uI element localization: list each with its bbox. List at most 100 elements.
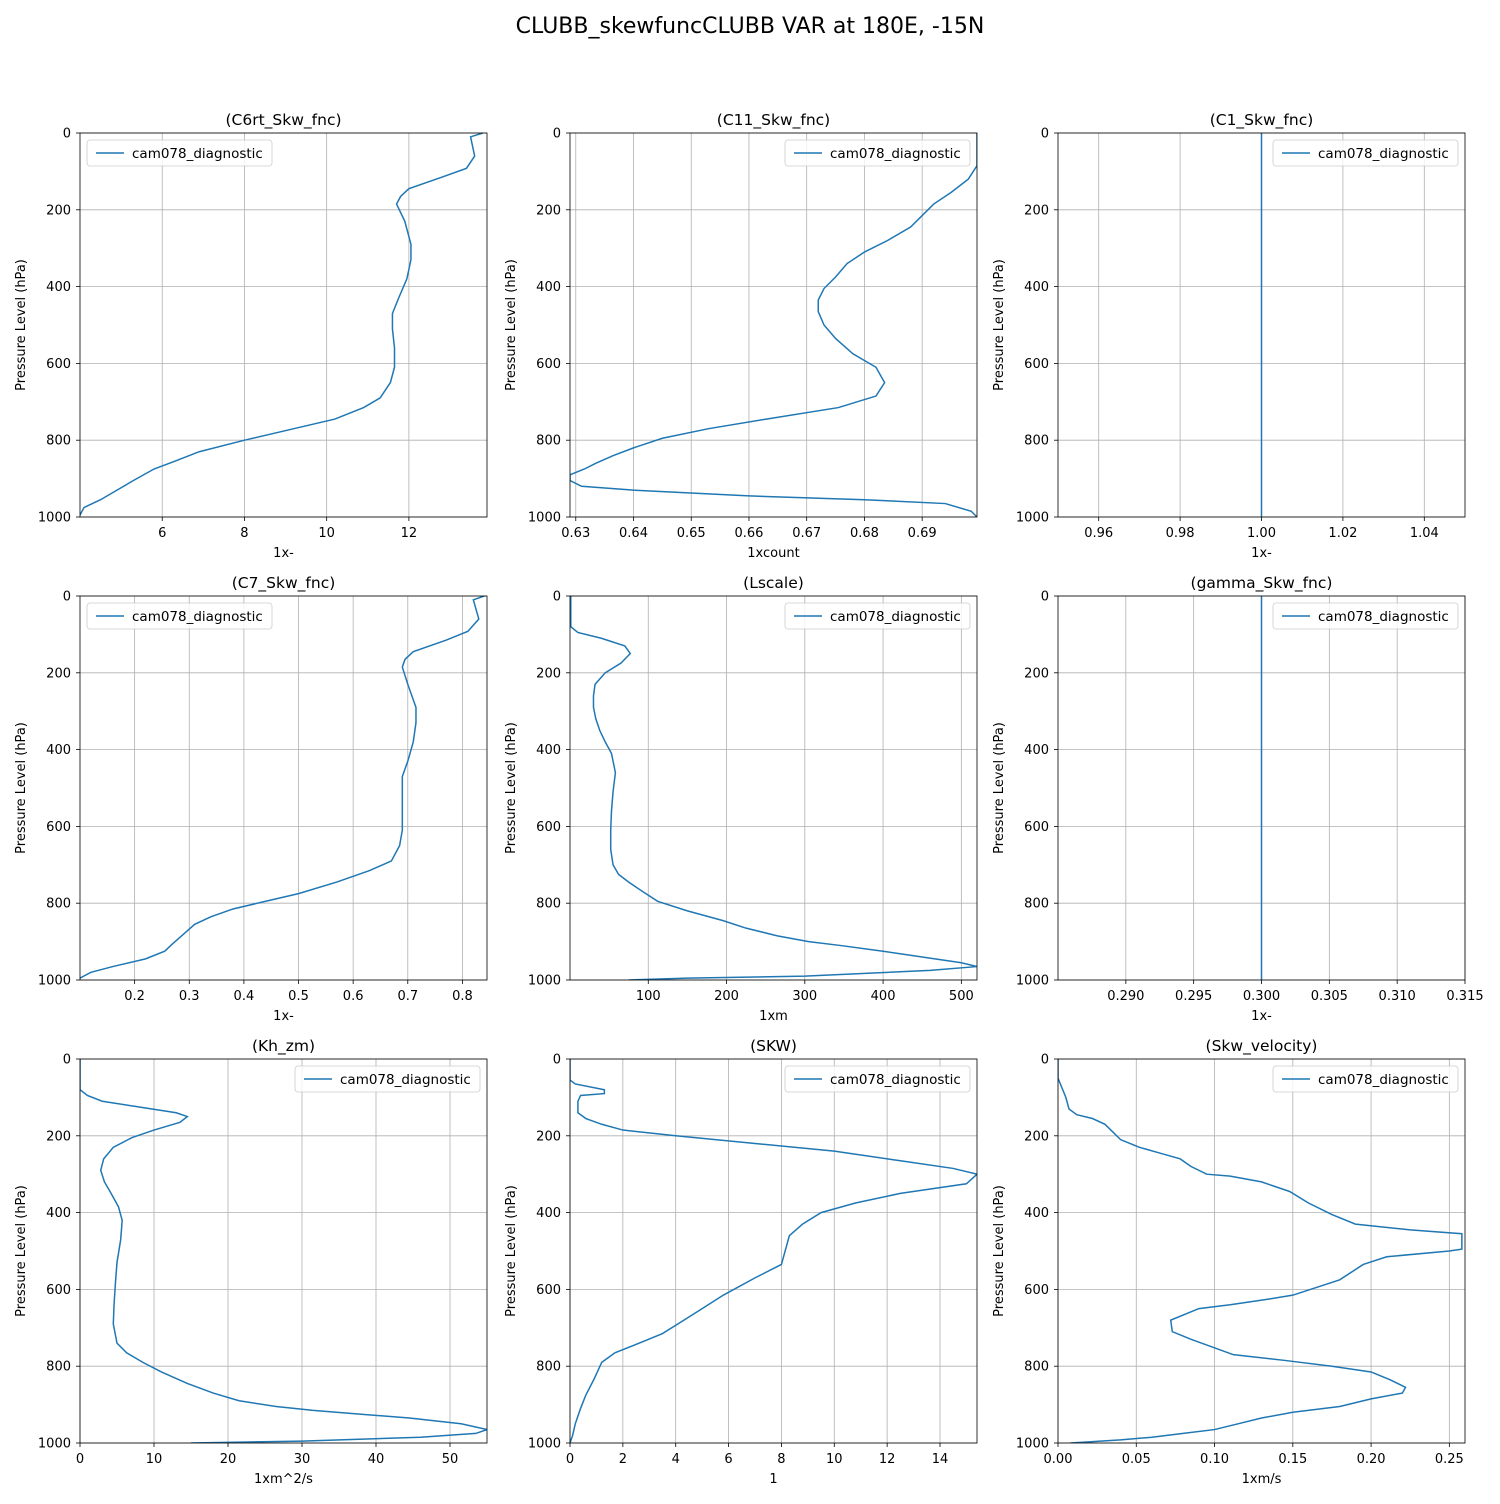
x-axis-label: 1x- <box>273 546 294 561</box>
grid <box>80 132 487 518</box>
subplot-6: 0.290 0.295 0.300 0.305 0.310 0.315 0 200 400 600… <box>992 574 1484 1024</box>
subplot-5: 100 200 300 400 500 0 200 400 600 800 1000 (Lscale)… <box>504 574 978 1024</box>
y-tick-label: 400 <box>1024 280 1049 295</box>
y-tick-label: 200 <box>46 203 71 218</box>
y-tick-label: 200 <box>46 666 71 681</box>
y-tick-label: 400 <box>46 743 71 758</box>
legend-label: cam078_diagnostic <box>830 1072 961 1088</box>
x-axis-label: 1xm <box>759 1009 788 1024</box>
y-tick-label: 600 <box>536 1283 561 1298</box>
grid <box>1057 1058 1465 1444</box>
subplot-1: 6 8 10 12 0 200 400 600 800 1000 (C6rt_Skw_fnc) 1x-… <box>14 111 488 561</box>
y-axis-label: Pressure Level (hPa) <box>504 1185 519 1317</box>
y-tick-label: 1000 <box>1016 511 1049 526</box>
series-line <box>570 596 977 980</box>
y-tick-label: 600 <box>536 357 561 372</box>
subplot-title: (C1_Skw_fnc) <box>1210 111 1314 130</box>
y-tick-label: 400 <box>46 280 71 295</box>
y-tick-label: 800 <box>536 1360 561 1375</box>
figure-title: CLUBB_skewfuncCLUBB VAR at 180E, -15N <box>515 14 985 39</box>
y-axis-label: Pressure Level (hPa) <box>14 1185 29 1317</box>
x-tick-label: 0.8 <box>452 989 473 1004</box>
y-tick-label: 0 <box>1041 590 1049 605</box>
x-tick-label: 0.15 <box>1278 1452 1307 1467</box>
x-tick-label: 0.4 <box>234 989 255 1004</box>
grid <box>80 595 487 981</box>
x-tick-label: 200 <box>714 989 739 1004</box>
legend-label: cam078_diagnostic <box>132 609 263 625</box>
legend-box <box>86 602 273 630</box>
x-tick-label: 1.04 <box>1410 526 1439 541</box>
x-axis-label: 1x- <box>273 1009 294 1024</box>
y-tick-label: 1000 <box>38 974 71 989</box>
legend-label: cam078_diagnostic <box>1318 609 1449 625</box>
subplot-title: (C6rt_Skw_fnc) <box>225 111 341 130</box>
y-axis-label: Pressure Level (hPa) <box>14 259 29 391</box>
y-tick-label: 800 <box>46 897 71 912</box>
x-tick-label: 50 <box>442 1452 459 1467</box>
x-tick-label: 0.66 <box>734 526 763 541</box>
legend: cam078_diagnostic <box>86 602 273 630</box>
x-tick-label: 14 <box>932 1452 949 1467</box>
y-tick-label: 600 <box>1024 820 1049 835</box>
legend-label: cam078_diagnostic <box>830 609 961 625</box>
subplot-title: (Lscale) <box>743 574 804 592</box>
x-tick-label: 2 <box>619 1452 627 1467</box>
x-tick-label: 4 <box>672 1452 680 1467</box>
x-tick-label: 0.00 <box>1044 1452 1073 1467</box>
y-tick-label: 600 <box>46 820 71 835</box>
x-tick-label: 1.02 <box>1328 526 1357 541</box>
y-tick-label: 800 <box>46 434 71 449</box>
y-axis-label: Pressure Level (hPa) <box>14 722 29 854</box>
legend: cam078_diagnostic <box>86 139 273 167</box>
y-tick-label: 0 <box>1041 127 1049 142</box>
legend: cam078_diagnostic <box>294 1065 481 1093</box>
x-tick-label: 0.63 <box>561 526 590 541</box>
x-tick-label: 10 <box>318 526 335 541</box>
legend-label: cam078_diagnostic <box>830 146 961 162</box>
y-tick-label: 200 <box>536 203 561 218</box>
x-axis-label: 1xm/s <box>1242 1472 1282 1487</box>
legend: cam078_diagnostic <box>1272 602 1459 630</box>
y-axis-label: Pressure Level (hPa) <box>992 259 1007 391</box>
legend-box <box>1272 1065 1459 1093</box>
grid <box>79 1058 487 1444</box>
x-tick-label: 30 <box>294 1452 311 1467</box>
x-tick-label: 0.295 <box>1175 989 1212 1004</box>
y-axis-label: Pressure Level (hPa) <box>504 722 519 854</box>
y-tick-label: 400 <box>536 1206 561 1221</box>
y-tick-label: 200 <box>536 1129 561 1144</box>
x-tick-label: 0.300 <box>1243 989 1280 1004</box>
x-tick-label: 6 <box>158 526 166 541</box>
series-line <box>80 133 484 516</box>
subplot-4: 0.2 0.3 0.4 0.5 0.6 0.7 0.8 0 200 400 600 800 1000 (C… <box>14 574 488 1024</box>
x-tick-label: 10 <box>146 1452 163 1467</box>
y-tick-label: 200 <box>1024 203 1049 218</box>
y-tick-label: 400 <box>536 743 561 758</box>
axes-frame <box>1057 1058 1466 1444</box>
y-tick-label: 0 <box>1041 1053 1049 1068</box>
y-tick-label: 1000 <box>528 974 561 989</box>
legend-box <box>784 602 971 630</box>
subplot-title: (gamma_Skw_fnc) <box>1191 574 1333 593</box>
legend-label: cam078_diagnostic <box>132 146 263 162</box>
x-tick-label: 8 <box>777 1452 785 1467</box>
x-tick-label: 0.5 <box>288 989 309 1004</box>
y-tick-label: 1000 <box>1016 974 1049 989</box>
x-tick-label: 0.05 <box>1122 1452 1151 1467</box>
y-tick-label: 800 <box>536 434 561 449</box>
y-tick-label: 0 <box>63 127 71 142</box>
series-line <box>570 1059 977 1443</box>
y-tick-label: 0 <box>553 590 561 605</box>
legend-box <box>86 139 273 167</box>
x-tick-label: 12 <box>879 1452 896 1467</box>
y-tick-label: 1000 <box>528 511 561 526</box>
x-tick-label: 0.305 <box>1311 989 1348 1004</box>
y-tick-label: 1000 <box>528 1437 561 1452</box>
x-tick-label: 0.98 <box>1166 526 1195 541</box>
y-tick-label: 200 <box>1024 1129 1049 1144</box>
series-line <box>80 1059 487 1443</box>
y-tick-label: 800 <box>1024 434 1049 449</box>
legend-box <box>294 1065 481 1093</box>
